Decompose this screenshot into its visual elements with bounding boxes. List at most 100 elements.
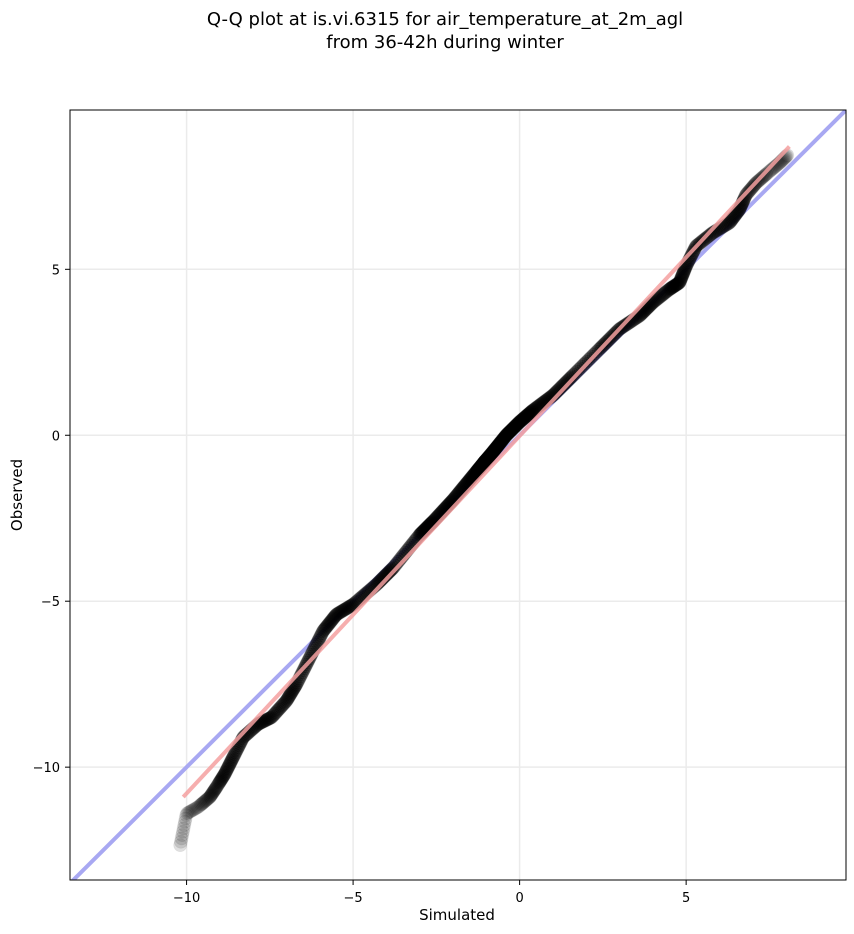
y-tick: −10 — [33, 761, 70, 776]
qq-point — [477, 454, 492, 469]
qq-point — [477, 455, 491, 470]
y-tick: 0 — [52, 429, 70, 444]
qq-point — [326, 611, 341, 626]
qq-point — [485, 445, 500, 460]
qq-point — [483, 448, 498, 462]
qq-point — [188, 801, 203, 816]
qq-point — [189, 801, 204, 815]
qq-point — [720, 217, 734, 232]
qq-point — [515, 413, 529, 427]
qq-point — [215, 770, 230, 785]
qq-point — [330, 607, 344, 622]
qq-point — [476, 456, 491, 471]
x-tick-label: 5 — [682, 891, 690, 906]
qq-point — [670, 276, 685, 291]
qq-point — [344, 598, 359, 613]
qq-point — [214, 772, 229, 786]
x-tick-label: 0 — [515, 891, 523, 906]
y-axis-ticks: −10 −5 0 5 — [33, 263, 70, 776]
qq-point — [477, 455, 492, 470]
qq-point — [279, 693, 294, 708]
qq-point — [484, 446, 499, 461]
qq-point — [287, 681, 301, 696]
qq-point — [676, 266, 690, 281]
qq-point — [342, 599, 357, 614]
qq-point — [211, 777, 226, 791]
qq-point — [320, 618, 335, 633]
qq-point — [275, 698, 290, 713]
qq-point — [677, 262, 692, 277]
qq-point — [652, 290, 667, 304]
qq-point — [208, 781, 223, 796]
qq-point — [488, 442, 502, 457]
qq-point — [509, 418, 524, 432]
qq-point — [516, 411, 531, 426]
qq-point — [209, 780, 224, 795]
qq-point — [490, 439, 504, 454]
qq-point — [509, 418, 523, 433]
qq-point — [224, 753, 239, 768]
qq-point — [318, 620, 333, 635]
qq-point — [206, 785, 220, 800]
qq-point — [513, 414, 528, 429]
qq-point — [213, 774, 227, 789]
qq-point — [267, 706, 282, 721]
qq-point — [516, 411, 531, 426]
qq-point — [272, 701, 287, 716]
qq-point — [339, 601, 353, 616]
qq-point — [177, 818, 192, 833]
qq-point — [475, 457, 490, 471]
qq-point — [221, 759, 236, 774]
qq-point — [730, 205, 744, 220]
qq-point — [315, 626, 329, 641]
qq-point — [504, 423, 519, 437]
qq-point — [678, 261, 693, 276]
qq-point — [521, 407, 536, 422]
qq-point — [668, 278, 683, 293]
qq-point — [469, 464, 484, 479]
qq-point — [675, 268, 690, 283]
qq-point — [470, 463, 485, 477]
qq-point — [478, 453, 493, 468]
qq-point — [727, 209, 742, 224]
qq-point — [506, 420, 521, 435]
qq-point — [174, 831, 189, 846]
qq-point — [497, 431, 511, 446]
qq-point — [196, 795, 211, 810]
qq-point — [493, 435, 508, 450]
qq-point — [481, 450, 496, 465]
qq-point — [479, 452, 494, 467]
qq-point — [529, 401, 544, 415]
qq-point — [517, 410, 532, 425]
qq-point — [508, 419, 523, 434]
qq-point — [476, 456, 491, 470]
qq-point — [659, 285, 673, 299]
qq-point — [463, 471, 478, 486]
qq-point — [203, 789, 218, 803]
qq-point — [478, 454, 493, 469]
qq-point — [324, 613, 339, 628]
qq-point — [474, 458, 489, 473]
qq-point — [498, 428, 513, 443]
qq-point — [501, 425, 516, 440]
qq-point — [205, 786, 220, 801]
qq-point — [524, 405, 538, 419]
qq-point — [343, 599, 358, 614]
qq-point — [302, 651, 317, 666]
qq-point — [199, 792, 214, 807]
qq-point — [674, 270, 689, 285]
qq-point — [207, 783, 222, 798]
qq-point — [477, 455, 492, 469]
qq-point — [490, 438, 505, 453]
qq-point — [660, 284, 675, 298]
qq-point — [505, 422, 520, 436]
qq-point — [230, 742, 245, 756]
qq-point — [175, 828, 190, 842]
qq-point — [483, 447, 498, 462]
qq-point — [500, 427, 515, 442]
qq-point — [470, 463, 485, 478]
qq-point — [280, 691, 295, 706]
qq-point — [665, 280, 680, 294]
qq-point — [486, 444, 500, 459]
qq-point — [194, 797, 208, 812]
